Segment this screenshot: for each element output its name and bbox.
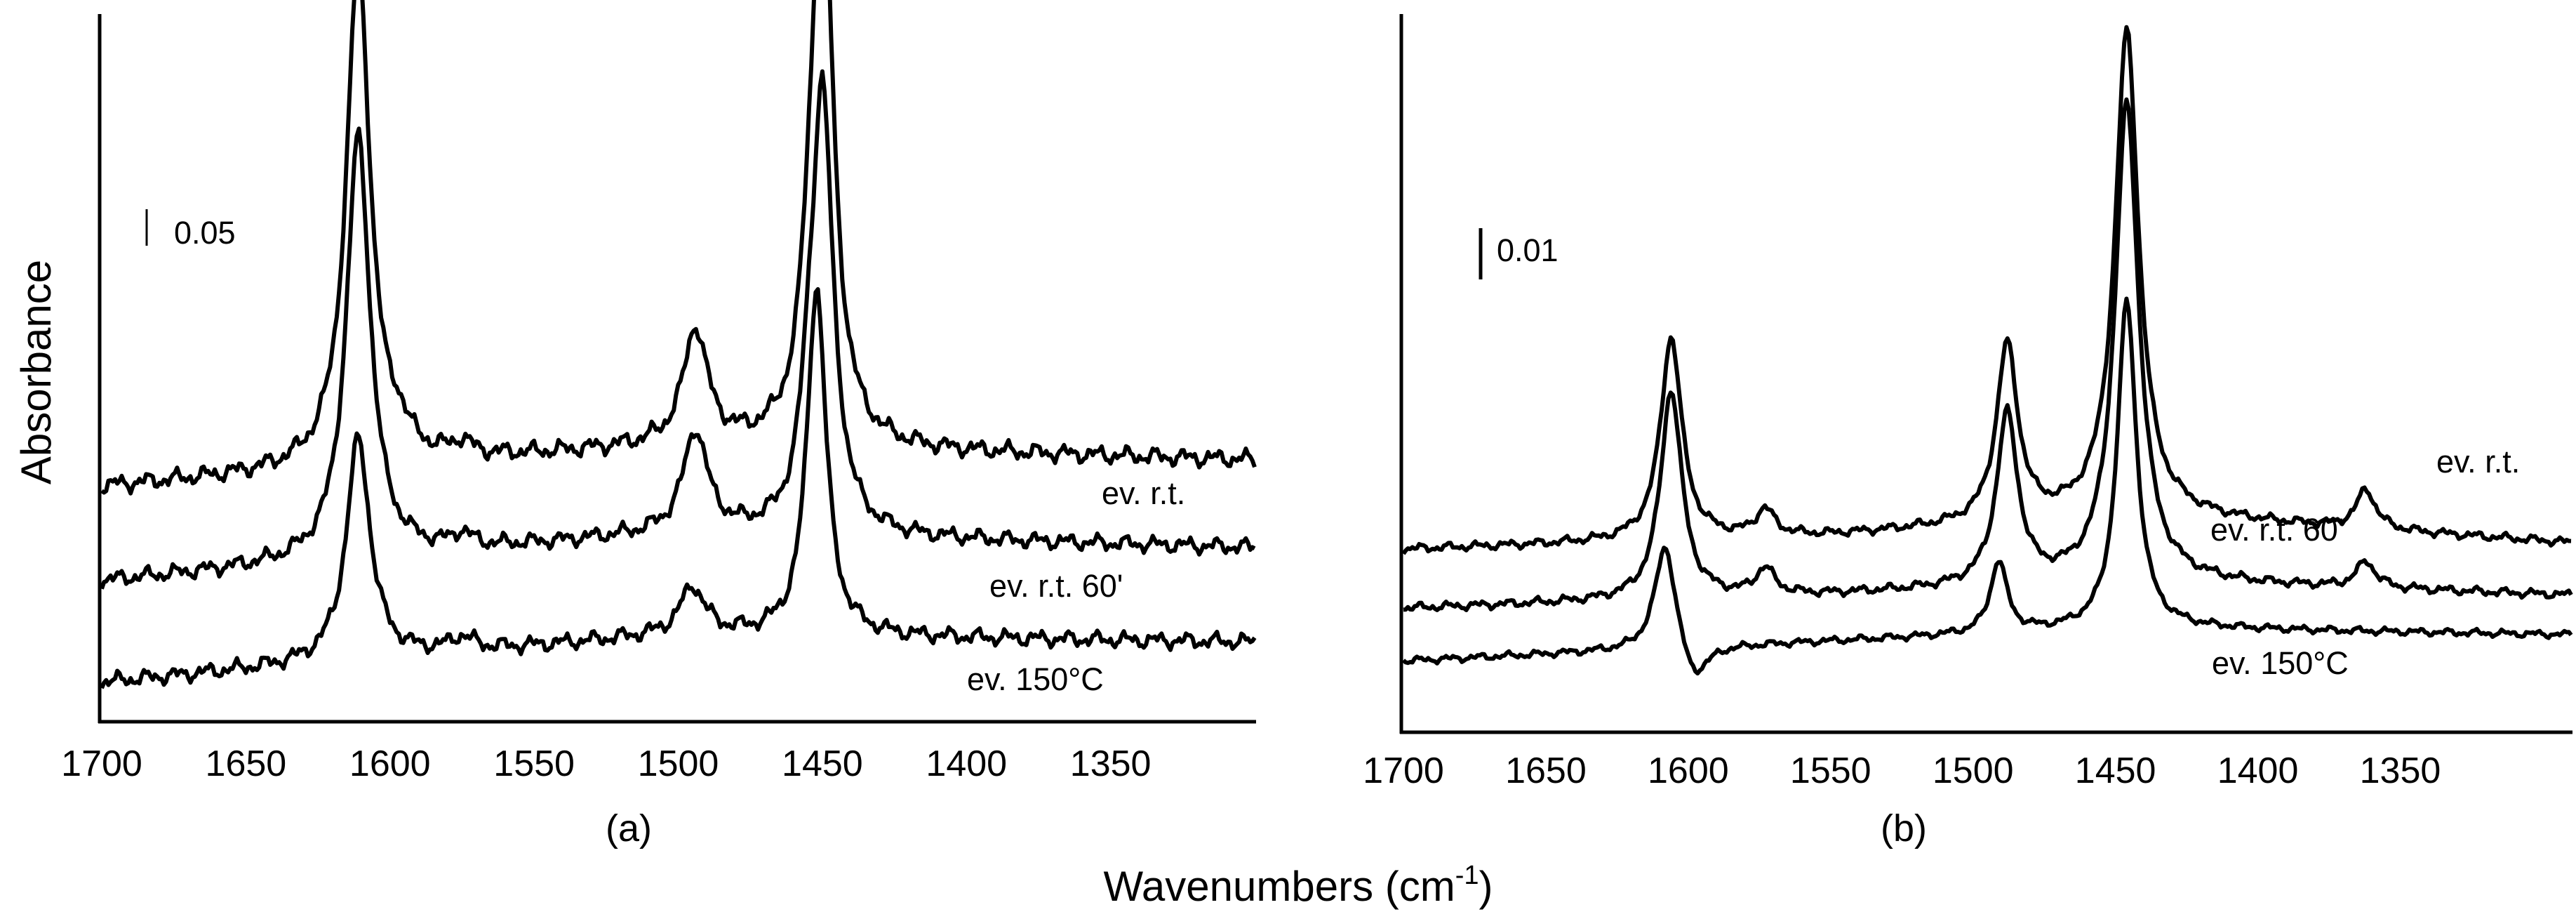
x-axis-title: Wavenumbers (cm-1)	[1104, 861, 1493, 910]
panel-a-spectra	[100, 0, 1257, 689]
panel-a-tick-labels: 1700 1650 1600 1550 1500 1450 1400 1350	[61, 743, 1151, 784]
panel-a: 1700 1650 1600 1550 1500 1450 1400 1350 0.05 ev…	[61, 0, 1257, 849]
panel-b-label: (b)	[1881, 807, 1927, 849]
x-axis-title-text: Wavenumbers (cm	[1104, 863, 1455, 910]
panel-b-tick-label-1650: 1650	[1505, 751, 1587, 791]
x-axis-title-superscript: -1	[1455, 861, 1479, 890]
panel-b-spectra	[1401, 25, 2573, 676]
panel-b-legend-ev-rt: ev. r.t.	[2436, 444, 2520, 480]
panel-a-tick-label-1700: 1700	[61, 743, 142, 784]
panel-a-series-1-line	[100, 0, 1257, 496]
panel-b-tick-label-1500: 1500	[1933, 751, 2014, 791]
panel-a-tick-label-1400: 1400	[926, 743, 1007, 784]
panel-a-legend-ev-rt: ev. r.t.	[1102, 475, 1185, 511]
y-axis-title: Absorbance	[13, 260, 60, 484]
panel-b-tick-label-1350: 1350	[2360, 751, 2441, 791]
panel-b: 1700 1650 1600 1550 1500 1450 1400 1350 0.01 ev…	[1363, 14, 2573, 849]
panel-b-legend-ev-150c: ev. 150°C	[2212, 645, 2349, 681]
panel-b-tick-label-1400: 1400	[2217, 751, 2299, 791]
panel-a-legend-ev-150c: ev. 150°C	[967, 661, 1104, 697]
panel-a-scale-bar-label: 0.05	[174, 215, 236, 251]
panel-a-tick-label-1500: 1500	[638, 743, 719, 784]
panel-a-tick-label-1650: 1650	[206, 743, 287, 784]
panel-b-tick-label-1550: 1550	[1790, 751, 1871, 791]
panel-a-tick-label-1450: 1450	[782, 743, 863, 784]
panel-a-legend-ev-rt-60: ev. r.t. 60'	[989, 568, 1123, 604]
panel-a-label: (a)	[606, 807, 652, 849]
panel-b-tick-labels: 1700 1650 1600 1550 1500 1450 1400 1350	[1363, 751, 2441, 791]
panel-b-tick-label-1600: 1600	[1648, 751, 1729, 791]
panel-a-tick-label-1350: 1350	[1070, 743, 1152, 784]
panel-b-tick-label-1450: 1450	[2075, 751, 2156, 791]
panel-b-scale-bar-label: 0.01	[1497, 232, 1559, 268]
panel-a-tick-label-1600: 1600	[349, 743, 431, 784]
panel-b-series-1-line	[1401, 25, 2572, 555]
panel-a-tick-label-1550: 1550	[493, 743, 575, 784]
panel-b-series-2-line	[1403, 97, 2573, 612]
panel-a-series-2-line	[100, 69, 1256, 590]
panel-b-series-3-line	[1401, 296, 2573, 676]
panel-b-legend-ev-rt-60: ev. r.t. 60'	[2210, 512, 2344, 548]
panel-a-series-3-line	[100, 287, 1257, 689]
panel-b-tick-label-1700: 1700	[1363, 751, 1444, 791]
x-axis-title-close: )	[1479, 863, 1493, 910]
